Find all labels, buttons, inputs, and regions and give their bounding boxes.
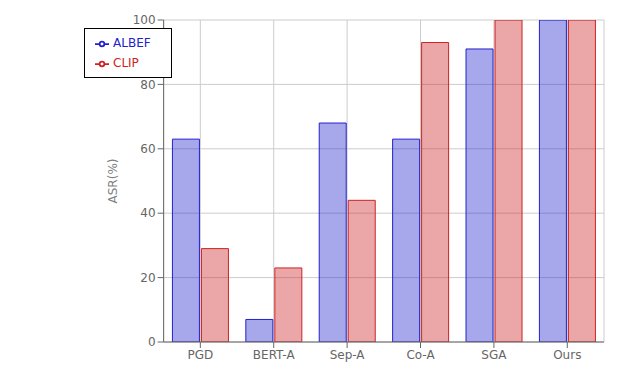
svg-text:ASR(%): ASR(%)	[106, 159, 120, 204]
svg-text:80: 80	[140, 78, 155, 92]
html-text:CLIP: CLIP	[113, 56, 139, 70]
svg-text:PGD: PGD	[187, 348, 213, 362]
svg-text:0: 0	[148, 335, 156, 349]
svg-text:SGA: SGA	[481, 348, 507, 362]
svg-text:60: 60	[140, 142, 155, 156]
svg-text:20: 20	[140, 271, 155, 285]
html-text:ALBEF: ALBEF	[113, 36, 151, 50]
svg-text:40: 40	[140, 206, 155, 220]
svg-text:Co-A: Co-A	[406, 348, 435, 362]
svg-text:100: 100	[133, 13, 156, 27]
svg-text:Ours: Ours	[553, 348, 581, 362]
svg-text:BERT-A: BERT-A	[253, 348, 296, 362]
svg-text:Sep-A: Sep-A	[330, 348, 366, 362]
